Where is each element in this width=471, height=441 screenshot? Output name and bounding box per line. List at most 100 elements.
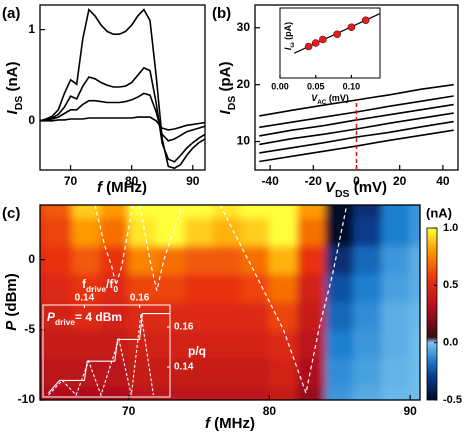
heatmap-cell — [409, 329, 420, 359]
data-line — [39, 92, 206, 142]
heatmap-cell — [409, 301, 420, 331]
heatmap — [40, 205, 420, 400]
resonance-curve — [139, 205, 183, 291]
colorbar-tick-label: 0.5 — [443, 279, 458, 291]
x-tick-label: 80 — [263, 404, 277, 418]
heatmap-cell — [184, 385, 214, 400]
x-tick-label: -20 — [305, 174, 323, 188]
label-part: V — [325, 179, 337, 196]
label-part: (mV) — [350, 179, 388, 196]
axes-frame — [42, 304, 171, 398]
heatmap-cell — [297, 217, 327, 247]
heatmap-cell — [40, 385, 45, 400]
x-tick-label: 0.05 — [307, 81, 325, 91]
label-part: f — [82, 277, 87, 291]
heatmap-cell — [381, 217, 411, 247]
heatmap-cell — [128, 205, 158, 219]
label-part: f — [97, 179, 104, 196]
inset-y-axis-label: p/q — [188, 344, 206, 358]
heatmap-cell — [409, 217, 420, 247]
label-part: drive — [86, 284, 106, 294]
heatmap-cell — [128, 329, 158, 359]
data-point — [333, 30, 341, 39]
heatmap-cell — [268, 245, 299, 275]
label-part: (mV) — [326, 93, 349, 103]
heatmap-cell — [353, 301, 383, 331]
x-axis-label: VDS (mV) — [325, 179, 387, 200]
label-part: V — [311, 93, 318, 103]
heatmap-cell — [156, 385, 186, 400]
data-line — [259, 120, 454, 154]
heatmap-cell — [43, 245, 73, 275]
heatmap-cell — [156, 205, 186, 219]
heatmap-cell — [268, 301, 299, 331]
label-part: ω — [289, 42, 296, 48]
label-part: (dBm) — [3, 273, 20, 321]
heatmap-cell — [184, 329, 214, 359]
y-axis-label: P (dBm) — [3, 273, 20, 331]
label-part: I — [217, 109, 234, 114]
heatmap-cell — [71, 357, 102, 387]
label-part: P — [47, 310, 56, 324]
heatmap-cell — [184, 357, 214, 387]
x-axis-label: f (MHz) — [205, 415, 255, 432]
heatmap-cell — [71, 329, 102, 359]
y-tick-label: -10 — [18, 392, 36, 406]
y-tick-label: 0.14 — [174, 362, 194, 373]
x-tick-label: 80 — [125, 174, 139, 188]
x-axis-label: f (MHz) — [97, 179, 147, 196]
heatmap-cell — [325, 245, 355, 275]
heatmap-cell — [240, 205, 270, 219]
heatmap-cell — [353, 205, 383, 219]
heatmap-cell — [297, 357, 327, 387]
resonance-curve — [94, 205, 134, 288]
y-axis-label: IDS (nA) — [4, 62, 25, 115]
heatmap-cell — [240, 385, 270, 400]
inset-y-axis-label: Iω (pA) — [283, 22, 296, 50]
heatmap-cell — [325, 301, 355, 331]
heatmap-cell — [40, 273, 45, 303]
y-tick-label: 0 — [28, 252, 35, 266]
heatmap-cell — [71, 301, 102, 331]
heatmap-cell — [297, 385, 327, 400]
inset-line — [48, 313, 170, 394]
heatmap-cell — [156, 245, 186, 275]
data-point — [319, 35, 327, 44]
y-tick-label: -5 — [24, 322, 35, 336]
heatmap-cell — [40, 357, 45, 387]
heatmap-cell — [184, 301, 214, 331]
colorbar-tick-label: 0.0 — [443, 337, 458, 349]
data-line — [40, 116, 206, 131]
label-part: 0 — [113, 284, 118, 294]
heatmap-cell — [409, 385, 420, 400]
heatmap-cell — [325, 329, 355, 359]
axes-frame — [39, 204, 421, 401]
heatmap-cell — [297, 205, 327, 219]
heatmap-cell — [353, 385, 383, 400]
heatmap-cell — [212, 329, 242, 359]
y-tick-label: 10 — [237, 134, 251, 148]
label-part: drive — [55, 317, 75, 327]
data-point — [304, 42, 313, 51]
label-part: f — [205, 415, 212, 432]
label-part: DS — [335, 188, 350, 200]
heatmap-cell — [43, 205, 73, 219]
heatmap-cell — [212, 301, 242, 331]
heatmap-cell — [71, 245, 102, 275]
heatmap-cell — [184, 217, 214, 247]
heatmap-cell — [184, 273, 214, 303]
heatmap-cell — [353, 245, 383, 275]
heatmap-cell — [409, 205, 420, 219]
heatmap-cell — [268, 205, 299, 219]
x-tick-label: 90 — [403, 404, 417, 418]
label-part: P — [3, 320, 20, 331]
label-part: (MHz) — [102, 179, 147, 196]
heatmap-cell — [100, 205, 130, 219]
heatmap-cell — [43, 301, 73, 331]
heatmap-cell — [156, 217, 186, 247]
heatmap-cell — [184, 245, 214, 275]
heatmap-cell — [71, 273, 102, 303]
data-line — [259, 112, 454, 146]
colorbar — [426, 227, 438, 401]
